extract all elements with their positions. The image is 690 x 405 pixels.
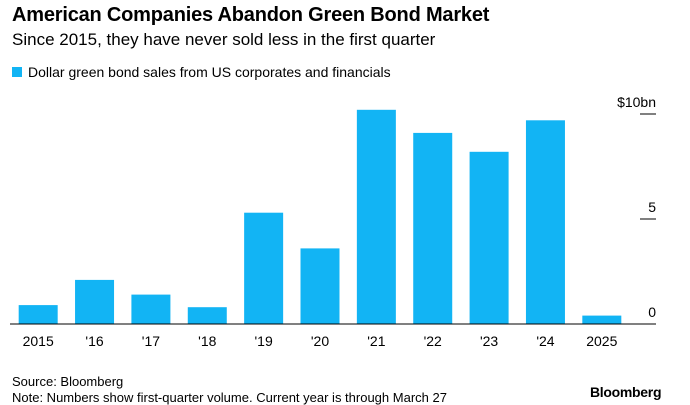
x-tick-label-18: '18 — [198, 333, 216, 349]
x-tick-label-17: '17 — [142, 333, 160, 349]
legend-swatch — [12, 67, 22, 77]
bloomberg-logo: Bloomberg — [590, 384, 662, 400]
x-tick-label-16: '16 — [85, 333, 103, 349]
bar-2025 — [582, 315, 622, 324]
bar-21 — [356, 109, 396, 324]
source-text: Source: Bloomberg — [12, 374, 124, 389]
bar-20 — [300, 248, 340, 324]
bar-19 — [244, 212, 284, 324]
legend: Dollar green bond sales from US corporat… — [12, 64, 391, 80]
x-tick-label-2015: 2015 — [23, 333, 54, 349]
y-tick-label-0: 0 — [648, 304, 656, 320]
legend-label: Dollar green bond sales from US corporat… — [28, 64, 391, 80]
bar-chart: 0 5 $10bn 2015 '16 '17 '18 '19 '20 '21 '22 '23 '24 20… — [10, 94, 656, 349]
x-tick-label-20: '20 — [311, 333, 329, 349]
x-tick-label-21: '21 — [367, 333, 385, 349]
chart-title: American Companies Abandon Green Bond Ma… — [12, 4, 490, 26]
bar-24 — [525, 120, 565, 324]
y-tick-label-5: 5 — [648, 199, 656, 215]
bar-23 — [469, 151, 509, 324]
bar-18 — [187, 307, 227, 324]
x-tick-label-2025: 2025 — [586, 333, 617, 349]
bar-22 — [413, 132, 453, 324]
bar-2015 — [18, 305, 58, 324]
x-tick-label-24: '24 — [536, 333, 554, 349]
y-tick-label-10: $10bn — [617, 94, 656, 110]
note-text: Note: Numbers show first-quarter volume.… — [12, 390, 447, 405]
bar-17 — [131, 294, 171, 324]
bar-16 — [75, 279, 115, 324]
x-tick-label-19: '19 — [255, 333, 273, 349]
x-tick-label-22: '22 — [424, 333, 442, 349]
chart-subtitle: Since 2015, they have never sold less in… — [12, 30, 436, 49]
x-tick-label-23: '23 — [480, 333, 498, 349]
